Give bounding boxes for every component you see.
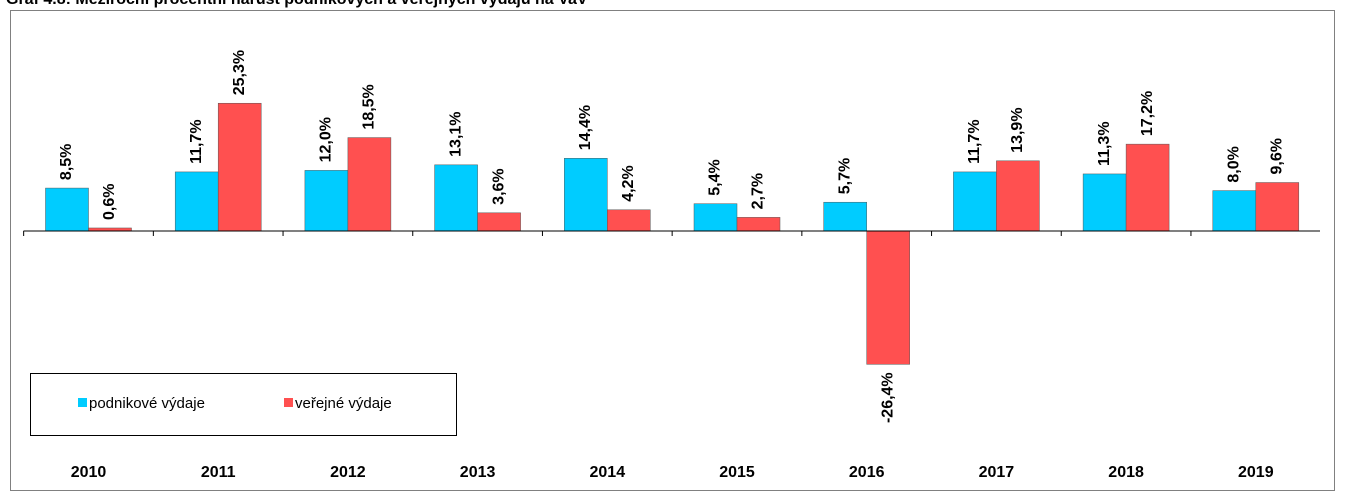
value-label: 17,2% <box>1139 91 1156 136</box>
bar <box>434 164 478 232</box>
value-label: 11,7% <box>188 119 205 163</box>
x-tick-label: 2012 <box>330 464 366 481</box>
x-tick-label: 2011 <box>201 464 236 481</box>
value-label: 11,7% <box>966 119 983 163</box>
legend-swatch <box>78 398 87 407</box>
x-tick-label: 2010 <box>71 464 107 481</box>
bar <box>174 171 219 232</box>
bar <box>1212 190 1257 232</box>
legend-box <box>30 373 457 436</box>
bar <box>304 170 349 232</box>
bar <box>1255 182 1300 232</box>
legend-swatch <box>284 398 293 407</box>
value-label: 9,6% <box>1269 138 1286 174</box>
value-label: 5,7% <box>836 158 853 194</box>
value-label: -26,4% <box>879 372 896 423</box>
bar <box>45 187 89 232</box>
bar <box>996 160 1040 232</box>
value-label: 2,7% <box>750 173 767 209</box>
value-label: 8,5% <box>58 144 75 180</box>
legend-label: veřejné výdaje <box>295 395 392 412</box>
value-label: 13,9% <box>1009 107 1026 152</box>
bar <box>1125 143 1170 232</box>
bar <box>347 137 392 232</box>
bar <box>607 209 651 232</box>
bar <box>736 217 781 232</box>
value-label: 13,1% <box>447 111 464 156</box>
bar <box>866 230 910 365</box>
value-label: 8,0% <box>1226 146 1243 182</box>
x-tick-label: 2014 <box>590 464 626 481</box>
bar <box>953 171 997 232</box>
value-label: 18,5% <box>361 84 378 129</box>
value-label: 4,2% <box>620 165 637 201</box>
x-tick-label: 2013 <box>460 464 496 481</box>
value-label: 0,6% <box>101 184 118 220</box>
bar <box>1082 173 1127 232</box>
value-label: 12,0% <box>318 117 335 162</box>
value-label: 11,3% <box>1096 121 1113 165</box>
x-tick-label: 2018 <box>1108 464 1144 481</box>
x-tick-label: 2015 <box>719 464 755 481</box>
value-label: 25,3% <box>231 50 248 95</box>
bar <box>564 158 608 232</box>
x-tick-label: 2019 <box>1238 464 1274 481</box>
bar <box>693 203 738 232</box>
chart-title: Graf 4.8: Meziroční procentní nárůst pod… <box>6 0 588 8</box>
bar <box>477 212 521 232</box>
value-label: 5,4% <box>707 159 724 195</box>
bar <box>217 102 262 232</box>
value-label: 3,6% <box>490 168 507 204</box>
value-label: 14,4% <box>577 105 594 150</box>
legend-label: podnikové výdaje <box>89 395 205 412</box>
x-tick-label: 2016 <box>849 464 885 481</box>
x-tick-label: 2017 <box>979 464 1015 481</box>
bar <box>823 201 867 232</box>
